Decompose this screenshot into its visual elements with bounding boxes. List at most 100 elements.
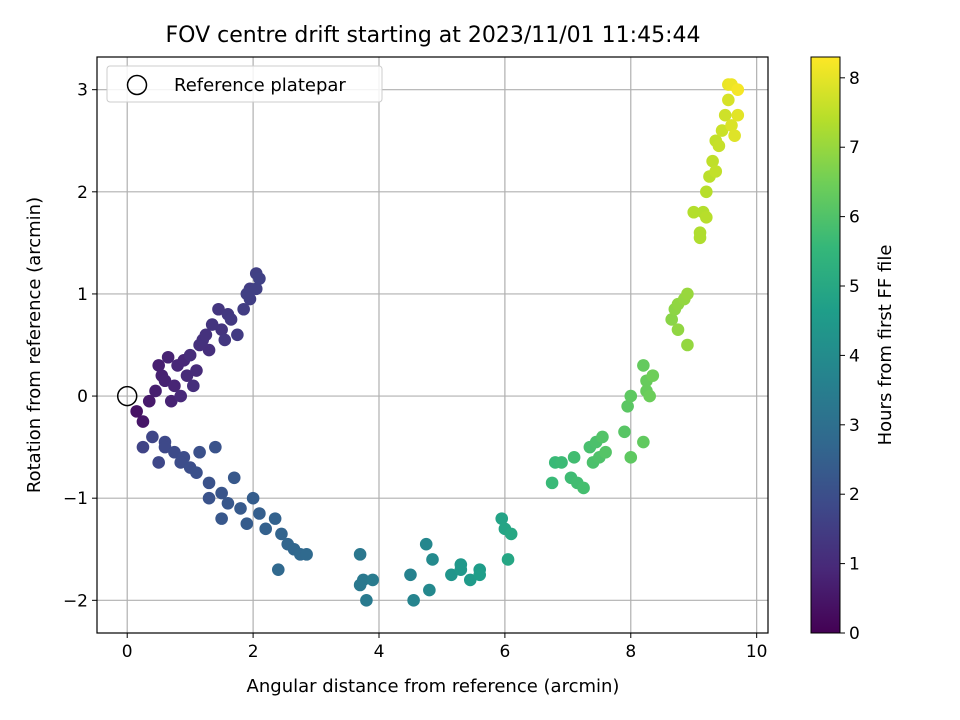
data-point <box>215 323 228 336</box>
data-point <box>136 415 150 428</box>
data-point <box>231 328 244 342</box>
y-tick-label: 1 <box>77 285 88 305</box>
data-point <box>709 165 723 178</box>
data-point <box>700 185 713 199</box>
data-point <box>259 522 272 536</box>
data-point <box>215 486 228 500</box>
data-point <box>149 384 162 398</box>
data-point <box>268 512 282 525</box>
data-point <box>718 108 732 122</box>
data-point <box>407 594 420 607</box>
data-point <box>715 124 729 137</box>
colorbar: 0 1 2 3 4 5 6 7 8 Hours from first FF file <box>810 56 896 644</box>
data-point <box>621 399 634 413</box>
chart-title: FOV centre drift starting at 2023/11/01 … <box>166 23 701 48</box>
y-tick-label: −2 <box>63 591 88 611</box>
colorbar-tick-label: 0 <box>849 624 860 644</box>
y-tick-label: 3 <box>77 81 88 101</box>
data-point <box>366 573 380 587</box>
x-axis-label: Angular distance from reference (arcmin) <box>247 676 620 697</box>
data-point <box>205 318 219 331</box>
data-point <box>693 231 707 245</box>
data-point <box>624 451 638 464</box>
colorbar-ticks: 0 1 2 3 4 5 6 7 8 <box>840 69 860 644</box>
colorbar-gradient <box>810 56 841 634</box>
data-point <box>624 389 638 403</box>
data-point <box>731 108 745 122</box>
plot-frame <box>96 56 769 634</box>
data-point <box>174 456 188 469</box>
data-point <box>152 359 165 372</box>
data-point <box>168 445 181 459</box>
scatter-points <box>116 78 745 607</box>
data-point <box>419 537 433 551</box>
colorbar-label: Hours from first FF file <box>875 245 896 446</box>
colorbar-tick-label: 6 <box>849 208 860 228</box>
y-tick-label: −1 <box>63 489 88 509</box>
data-point <box>423 583 436 597</box>
colorbar-tick-label: 2 <box>849 485 860 505</box>
x-tick-label: 10 <box>746 642 768 662</box>
colorbar-tick-label: 8 <box>849 69 860 89</box>
y-tick-label: 2 <box>77 183 88 203</box>
data-point <box>618 425 631 439</box>
data-point <box>199 328 213 342</box>
data-point <box>353 578 367 592</box>
y-axis-label: Rotation from reference (arcmin) <box>24 197 45 493</box>
x-tick-label: 2 <box>248 642 259 662</box>
data-point <box>637 359 650 372</box>
data-point <box>146 430 159 444</box>
colorbar-tick-label: 5 <box>849 277 860 297</box>
data-point <box>725 119 738 132</box>
data-point <box>454 558 468 571</box>
data-point <box>545 476 559 490</box>
data-point <box>202 491 216 505</box>
x-tick-label: 6 <box>499 642 510 662</box>
x-tick-label: 0 <box>122 642 133 662</box>
data-point <box>567 451 581 464</box>
data-point <box>218 333 232 347</box>
data-point <box>246 491 260 505</box>
data-point <box>240 287 254 301</box>
colorbar-tick-label: 3 <box>849 416 860 436</box>
data-point <box>249 282 263 296</box>
data-point <box>353 548 367 561</box>
data-point <box>665 313 678 326</box>
colorbar-tick-label: 7 <box>849 138 860 158</box>
colorbar-tick-label: 4 <box>849 346 860 366</box>
data-point <box>300 548 313 561</box>
data-point <box>426 553 439 566</box>
data-point <box>504 527 518 541</box>
data-point <box>599 445 612 459</box>
data-point <box>234 502 247 515</box>
data-point <box>700 211 713 224</box>
data-point <box>681 287 694 301</box>
data-point <box>174 389 188 403</box>
y-tick-label: 0 <box>77 387 88 407</box>
data-point <box>221 496 235 510</box>
data-point <box>187 379 200 393</box>
data-point <box>445 568 458 582</box>
data-point <box>202 476 216 490</box>
data-point <box>193 445 206 459</box>
data-point <box>161 350 175 364</box>
x-tick-label: 8 <box>625 642 636 662</box>
data-point <box>130 405 143 418</box>
data-point <box>142 394 156 408</box>
data-point <box>706 154 719 168</box>
data-point <box>596 430 609 444</box>
reference-point-marker <box>116 385 138 407</box>
data-point <box>158 374 172 388</box>
data-point <box>237 302 250 316</box>
data-point <box>209 440 222 454</box>
data-point <box>671 323 685 336</box>
data-point <box>731 83 745 96</box>
data-point <box>404 568 417 582</box>
data-point <box>190 364 203 377</box>
data-point <box>473 568 487 582</box>
data-point <box>158 440 172 454</box>
data-point <box>643 389 656 403</box>
legend-box <box>106 65 383 103</box>
legend-marker-reference <box>126 74 148 96</box>
